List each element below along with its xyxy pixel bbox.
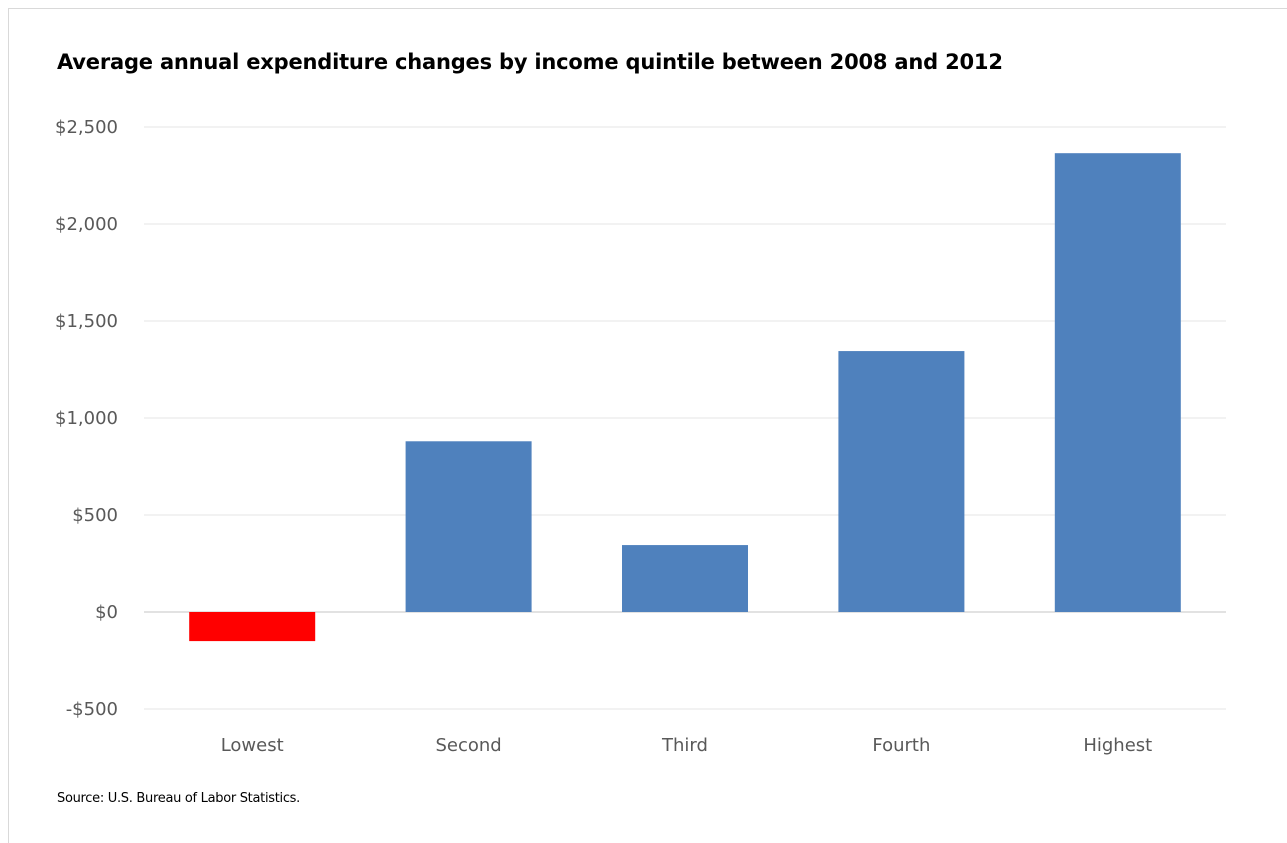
x-category-label: Fourth bbox=[872, 735, 930, 756]
bar-fourth bbox=[838, 351, 965, 612]
source-note: Source: U.S. Bureau of Labor Statistics. bbox=[57, 791, 300, 806]
chart-title: Average annual expenditure changes by in… bbox=[57, 50, 1003, 74]
y-tick-label: $2,000 bbox=[55, 214, 118, 235]
x-category-label: Third bbox=[661, 735, 708, 756]
x-category-label: Second bbox=[435, 735, 501, 756]
x-category-label: Highest bbox=[1083, 735, 1152, 756]
y-tick-label: $1,500 bbox=[55, 311, 118, 332]
bar-highest bbox=[1054, 153, 1181, 612]
bars bbox=[189, 153, 1181, 642]
x-axis-categories: Lowest Second Third Fourth Highest bbox=[221, 735, 1153, 756]
y-tick-label: $1,000 bbox=[55, 408, 118, 429]
bar-lowest bbox=[189, 612, 316, 642]
bar-second bbox=[405, 441, 532, 612]
y-tick-label: $0 bbox=[95, 602, 118, 623]
gridlines bbox=[144, 126, 1226, 710]
y-tick-label: $500 bbox=[72, 505, 118, 526]
y-axis-ticks: $2,500 $2,000 $1,500 $1,000 $500 $0 -$500 bbox=[55, 117, 118, 720]
x-category-label: Lowest bbox=[221, 735, 284, 756]
y-tick-label: -$500 bbox=[66, 699, 118, 720]
y-tick-label: $2,500 bbox=[55, 117, 118, 138]
bar-third bbox=[622, 545, 748, 612]
